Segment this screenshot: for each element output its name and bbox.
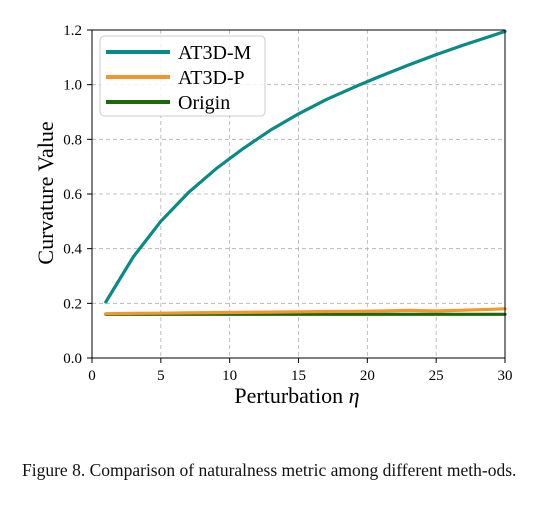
x-tick-label: 25 xyxy=(429,368,444,384)
figure-caption: Figure 8. Comparison of naturalness metr… xyxy=(22,460,517,480)
y-tick-label: 1.0 xyxy=(63,78,82,94)
y-tick-label: 0.0 xyxy=(63,351,82,367)
y-tick-label: 0.6 xyxy=(63,187,82,203)
y-tick-label: 0.4 xyxy=(63,242,82,258)
curvature-line-chart: 0 5 10 15 20 25 30 0.0 0.2 0.4 0.6 0.8 1.0 1.2 Pertur… xyxy=(33,23,513,408)
legend: AT3D-M AT3D-P Origin xyxy=(99,35,266,117)
y-tick-label: 0.8 xyxy=(63,132,82,148)
x-tick-label: 30 xyxy=(498,368,513,384)
x-tick-label: 10 xyxy=(222,368,237,384)
legend-box xyxy=(99,35,266,117)
series-lines xyxy=(104,29,507,316)
y-axis-label: Curvature Value xyxy=(33,121,58,264)
x-axis-label: Perturbation η xyxy=(234,383,359,408)
series-line-at3d-m xyxy=(104,29,507,304)
legend-label-at3d-m: AT3D-M xyxy=(178,42,252,64)
legend-label-origin: Origin xyxy=(178,92,230,114)
y-tick-label: 0.2 xyxy=(63,296,82,312)
series-line-at3d-p xyxy=(104,307,507,316)
y-tick-label: 1.2 xyxy=(63,23,82,39)
x-tick-label: 0 xyxy=(88,368,96,384)
x-tick-label: 20 xyxy=(360,368,375,384)
legend-label-at3d-p: AT3D-P xyxy=(178,67,245,89)
x-tick-label: 15 xyxy=(291,368,306,384)
x-tick-label: 5 xyxy=(157,368,165,384)
axis-ticks: 0 5 10 15 20 25 30 0.0 0.2 0.4 0.6 0.8 1.0 1.2 xyxy=(63,23,512,384)
